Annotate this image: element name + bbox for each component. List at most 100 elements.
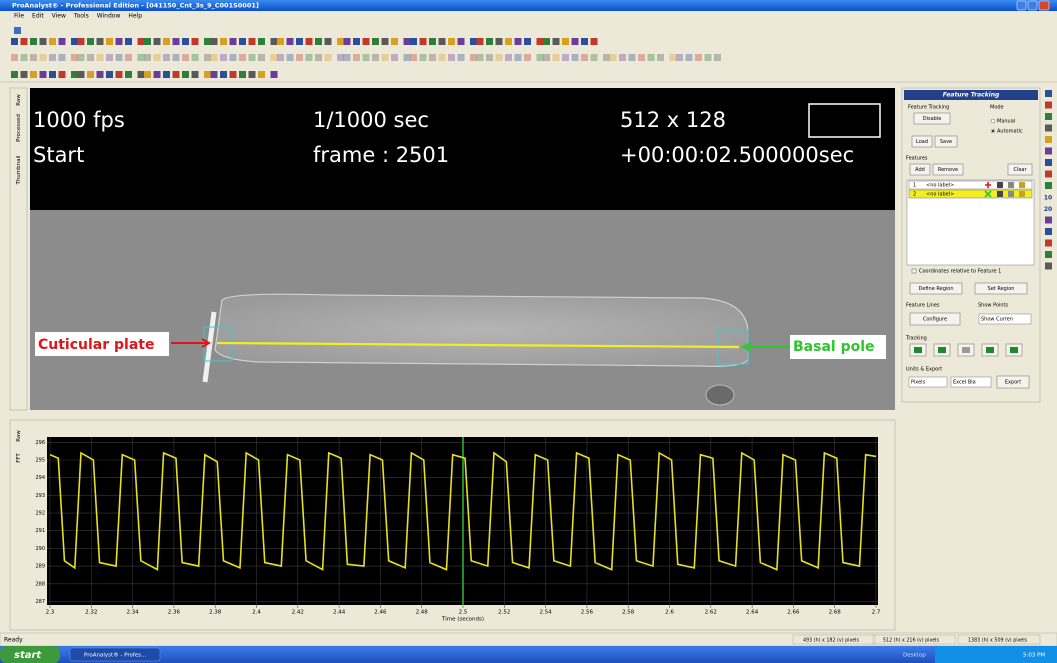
toolbar-icon[interactable]	[49, 38, 56, 45]
button-label[interactable]: Disable	[923, 116, 942, 122]
chart-tab[interactable]: Raw	[16, 430, 22, 442]
toolbar-icon[interactable]	[714, 54, 721, 61]
toolbar-icon[interactable]	[382, 54, 389, 61]
toolbar-icon[interactable]	[543, 54, 550, 61]
toolbar-icon[interactable]	[363, 38, 370, 45]
toolbar-icon[interactable]	[87, 38, 94, 45]
side-icon[interactable]	[1045, 136, 1052, 143]
button-label[interactable]: Add	[915, 167, 925, 173]
toolbar-icon[interactable]	[287, 54, 294, 61]
toolbar-icon[interactable]	[125, 38, 132, 45]
chart-tab[interactable]: FFT	[16, 453, 22, 463]
toolbar-icon[interactable]	[429, 54, 436, 61]
toolbar-icon[interactable]	[505, 54, 512, 61]
toolbar-icon[interactable]	[230, 71, 237, 78]
toolbar-icon[interactable]	[629, 54, 636, 61]
toolbar-icon[interactable]	[410, 54, 417, 61]
toolbar-icon[interactable]	[458, 54, 465, 61]
side-icon[interactable]	[1045, 125, 1052, 132]
toolbar-icon[interactable]	[353, 54, 360, 61]
toolbar-icon[interactable]	[211, 54, 218, 61]
toolbar-icon[interactable]	[144, 38, 151, 45]
toolbar-icon[interactable]	[306, 54, 313, 61]
toolbar-icon[interactable]	[59, 38, 66, 45]
toolbar-icon[interactable]	[258, 71, 265, 78]
button-label[interactable]: Export	[1005, 380, 1021, 386]
side-icon[interactable]	[1045, 113, 1052, 120]
side-icon[interactable]	[1045, 228, 1052, 235]
toolbar-icon[interactable]	[211, 71, 218, 78]
toolbar-icon[interactable]	[173, 38, 180, 45]
toolbar-icon[interactable]	[458, 38, 465, 45]
side-icon[interactable]	[1045, 240, 1052, 247]
toolbar-icon[interactable]	[30, 54, 37, 61]
toolbar-icon[interactable]	[391, 38, 398, 45]
toolbar-icon[interactable]	[211, 38, 218, 45]
toolbar-icon[interactable]	[87, 71, 94, 78]
toolbar-icon[interactable]	[337, 54, 344, 61]
toolbar-icon[interactable]	[537, 54, 544, 61]
side-icon[interactable]	[1045, 263, 1052, 270]
toolbar-icon[interactable]	[71, 54, 78, 61]
toolbar-icon[interactable]	[144, 71, 151, 78]
toolbar-icon[interactable]	[138, 54, 145, 61]
toolbar-icon[interactable]	[87, 54, 94, 61]
toolbar-icon[interactable]	[220, 38, 227, 45]
side-icon[interactable]	[1045, 102, 1052, 109]
toolbar-icon[interactable]	[78, 54, 85, 61]
toolbar-icon[interactable]	[11, 54, 18, 61]
toolbar-icon[interactable]	[477, 54, 484, 61]
button-label[interactable]: Define Region	[918, 286, 953, 292]
toolbar-icon[interactable]	[163, 38, 170, 45]
toolbar-icon[interactable]	[372, 54, 379, 61]
toolbar-icon[interactable]	[239, 54, 246, 61]
toolbar-icon[interactable]	[97, 38, 104, 45]
toolbar-icon[interactable]	[553, 38, 560, 45]
view-tab[interactable]: Raw	[16, 94, 22, 106]
toolbar-icon[interactable]	[670, 54, 677, 61]
toolbar-icon[interactable]	[49, 71, 56, 78]
toolbar-icon[interactable]	[138, 38, 145, 45]
toolbar-icon[interactable]	[572, 38, 579, 45]
toolbar-icon[interactable]	[249, 71, 256, 78]
button-label[interactable]: Remove	[938, 167, 958, 173]
side-icon[interactable]	[1045, 159, 1052, 166]
toolbar-icon[interactable]	[11, 38, 18, 45]
toolbar-icon[interactable]	[439, 38, 446, 45]
menu-item[interactable]: Tools	[73, 13, 89, 20]
toolbar-icon[interactable]	[562, 38, 569, 45]
toolbar-icon[interactable]	[11, 71, 18, 78]
feature-tool[interactable]	[1019, 191, 1025, 197]
toolbar-icon[interactable]	[470, 38, 477, 45]
toolbar-icon[interactable]	[78, 71, 85, 78]
view-tab[interactable]: Thumbnail	[16, 155, 22, 186]
side-icon[interactable]	[1045, 90, 1052, 97]
toolbar-icon[interactable]	[372, 38, 379, 45]
toolbar-icon[interactable]	[204, 54, 211, 61]
toolbar-icon[interactable]	[404, 54, 411, 61]
toolbar-icon[interactable]	[705, 54, 712, 61]
toolbar-icon[interactable]	[192, 38, 199, 45]
toolbar-icon[interactable]	[192, 54, 199, 61]
toolbar-icon[interactable]	[249, 54, 256, 61]
toolbar-icon[interactable]	[657, 54, 664, 61]
toolbar-icon[interactable]	[78, 38, 85, 45]
toolbar-icon[interactable]	[97, 54, 104, 61]
toolbar-icon[interactable]	[287, 38, 294, 45]
toolbar-icon[interactable]	[591, 54, 598, 61]
toolbar-icon[interactable]	[344, 38, 351, 45]
feature-tool[interactable]	[997, 182, 1003, 188]
toolbar-icon[interactable]	[515, 38, 522, 45]
toolbar-icon[interactable]	[21, 71, 28, 78]
button-label[interactable]: Load	[916, 139, 928, 145]
toolbar-icon[interactable]	[505, 38, 512, 45]
menu-item[interactable]: Window	[97, 13, 121, 20]
toolbar-icon[interactable]	[315, 54, 322, 61]
toolbar-icon[interactable]	[363, 54, 370, 61]
toolbar-icon[interactable]	[258, 38, 265, 45]
toolbar-icon[interactable]	[173, 54, 180, 61]
toolbar-icon[interactable]	[204, 71, 211, 78]
toolbar-icon[interactable]	[204, 38, 211, 45]
toolbar-icon[interactable]	[192, 71, 199, 78]
toolbar-icon[interactable]	[14, 27, 21, 34]
